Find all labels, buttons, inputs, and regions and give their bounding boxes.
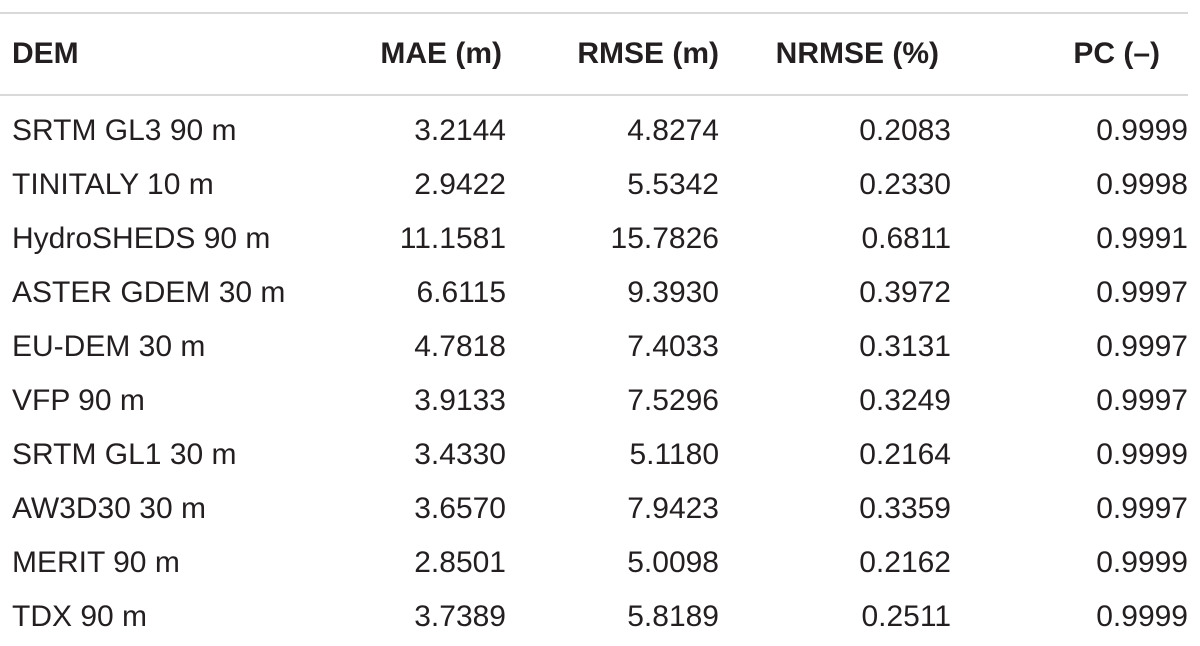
- cell-nrmse: 0.2164: [859, 438, 951, 471]
- cell-rmse: 5.0098: [627, 546, 719, 579]
- table-row: SRTM GL3 90 m 3.2144 4.8274 0.2083 0.9999: [0, 95, 1188, 158]
- cell-mae: 4.7818: [414, 330, 506, 363]
- cell-pc: 0.9999: [1096, 546, 1188, 579]
- table-row: TINITALY 10 m 2.9422 5.5342 0.2330 0.9998: [0, 158, 1188, 212]
- cell-mae: 3.4330: [414, 438, 506, 471]
- cell-pc: 0.9999: [1096, 600, 1188, 633]
- cell-dem: AW3D30 30 m: [12, 492, 206, 525]
- header-dem: DEM: [12, 37, 79, 70]
- cell-pc: 0.9997: [1096, 492, 1188, 525]
- table-row: TDX 90 m 3.7389 5.8189 0.2511 0.9999: [0, 590, 1188, 644]
- cell-rmse: 7.4033: [627, 330, 719, 363]
- header-row: DEM MAE (m) RMSE (m) NRMSE (%) PC (–): [0, 13, 1188, 95]
- cell-nrmse: 0.3972: [859, 276, 951, 309]
- table-row: AW3D30 30 m 3.6570 7.9423 0.3359 0.9997: [0, 482, 1188, 536]
- cell-dem: SRTM GL3 90 m: [12, 114, 237, 147]
- header-mae: MAE (m): [380, 37, 502, 70]
- table-row: MERIT 90 m 2.8501 5.0098 0.2162 0.9999: [0, 536, 1188, 590]
- cell-mae: 2.8501: [414, 546, 506, 579]
- cell-dem: HydroSHEDS 90 m: [12, 222, 271, 255]
- cell-mae: 2.9422: [414, 168, 506, 201]
- header-rmse: RMSE (m): [577, 37, 719, 70]
- cell-dem: EU-DEM 30 m: [12, 330, 206, 363]
- cell-rmse: 5.1180: [629, 438, 719, 471]
- cell-dem: ASTER GDEM 30 m: [12, 276, 286, 309]
- cell-rmse: 7.9423: [627, 492, 719, 525]
- cell-dem: SRTM GL1 30 m: [12, 438, 237, 471]
- table-row: VFP 90 m 3.9133 7.5296 0.3249 0.9997: [0, 374, 1188, 428]
- cell-mae: 6.6115: [416, 276, 506, 309]
- cell-rmse: 9.3930: [627, 276, 719, 309]
- cell-nrmse: 0.2511: [861, 600, 951, 633]
- cell-rmse: 5.8189: [627, 600, 719, 633]
- cell-mae: 3.7389: [414, 600, 506, 633]
- cell-pc: 0.9997: [1096, 384, 1188, 417]
- cell-mae: 3.6570: [414, 492, 506, 525]
- cell-nrmse: 0.3249: [859, 384, 951, 417]
- table-row: EU-DEM 30 m 4.7818 7.4033 0.3131 0.9997: [0, 320, 1188, 374]
- cell-pc: 0.9997: [1096, 276, 1188, 309]
- cell-mae: 3.2144: [414, 114, 506, 147]
- cell-rmse: 15.7826: [610, 222, 719, 255]
- cell-nrmse: 0.3359: [859, 492, 951, 525]
- cell-rmse: 4.8274: [627, 114, 719, 147]
- cell-mae: 3.9133: [414, 384, 506, 417]
- header-pc: PC (–): [1073, 37, 1160, 70]
- cell-mae: 11.1581: [399, 222, 506, 255]
- cell-nrmse: 0.2162: [859, 546, 951, 579]
- cell-rmse: 5.5342: [627, 168, 719, 201]
- cell-dem: MERIT 90 m: [12, 546, 180, 579]
- cell-pc: 0.9999: [1096, 114, 1188, 147]
- header-nrmse: NRMSE (%): [775, 37, 939, 70]
- table-row: HydroSHEDS 90 m 11.1581 15.7826 0.6811 0.999…: [0, 212, 1188, 266]
- cell-rmse: 7.5296: [627, 384, 719, 417]
- cell-dem: TINITALY 10 m: [12, 168, 214, 201]
- table-row: ASTER GDEM 30 m 6.6115 9.3930 0.3972 0.9997: [0, 266, 1188, 320]
- cell-nrmse: 0.2330: [859, 168, 951, 201]
- cell-pc: 0.9991: [1096, 222, 1188, 255]
- cell-dem: VFP 90 m: [12, 384, 145, 417]
- table-body: SRTM GL3 90 m 3.2144 4.8274 0.2083 0.9999 TIN…: [0, 95, 1188, 644]
- cell-pc: 0.9999: [1096, 438, 1188, 471]
- table-header: DEM MAE (m) RMSE (m) NRMSE (%) PC (–): [0, 13, 1188, 95]
- cell-nrmse: 0.6811: [861, 222, 951, 255]
- cell-pc: 0.9997: [1096, 330, 1188, 363]
- cell-nrmse: 0.2083: [859, 114, 951, 147]
- table-row: SRTM GL1 30 m 3.4330 5.1180 0.2164 0.9999: [0, 428, 1188, 482]
- cell-pc: 0.9998: [1096, 168, 1188, 201]
- cell-dem: TDX 90 m: [12, 600, 148, 633]
- dem-error-table: DEM MAE (m) RMSE (m) NRMSE (%) PC (–) SR…: [0, 12, 1188, 644]
- cell-nrmse: 0.3131: [859, 330, 951, 363]
